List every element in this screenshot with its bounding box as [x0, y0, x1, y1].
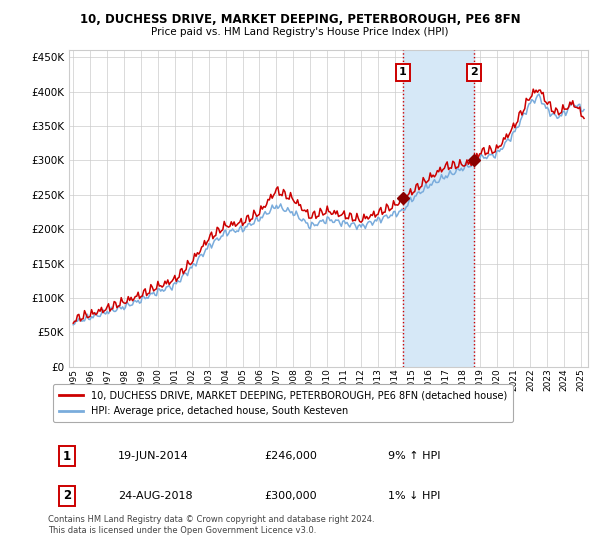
Text: 9% ↑ HPI: 9% ↑ HPI	[388, 451, 440, 461]
Text: 1: 1	[63, 450, 71, 463]
Text: Contains HM Land Registry data © Crown copyright and database right 2024.
This d: Contains HM Land Registry data © Crown c…	[48, 515, 374, 535]
Text: Price paid vs. HM Land Registry's House Price Index (HPI): Price paid vs. HM Land Registry's House …	[151, 27, 449, 38]
Text: 24-AUG-2018: 24-AUG-2018	[118, 491, 193, 501]
Text: £246,000: £246,000	[264, 451, 317, 461]
Legend: 10, DUCHESS DRIVE, MARKET DEEPING, PETERBOROUGH, PE6 8FN (detached house), HPI: : 10, DUCHESS DRIVE, MARKET DEEPING, PETER…	[53, 385, 513, 422]
Text: 19-JUN-2014: 19-JUN-2014	[118, 451, 189, 461]
Bar	[403, 50, 474, 367]
Text: 1: 1	[399, 67, 407, 77]
Text: £300,000: £300,000	[264, 491, 317, 501]
Text: 10, DUCHESS DRIVE, MARKET DEEPING, PETERBOROUGH, PE6 8FN: 10, DUCHESS DRIVE, MARKET DEEPING, PETER…	[80, 13, 520, 26]
Text: 1% ↓ HPI: 1% ↓ HPI	[388, 491, 440, 501]
Text: 2: 2	[470, 67, 478, 77]
Text: 2: 2	[63, 489, 71, 502]
